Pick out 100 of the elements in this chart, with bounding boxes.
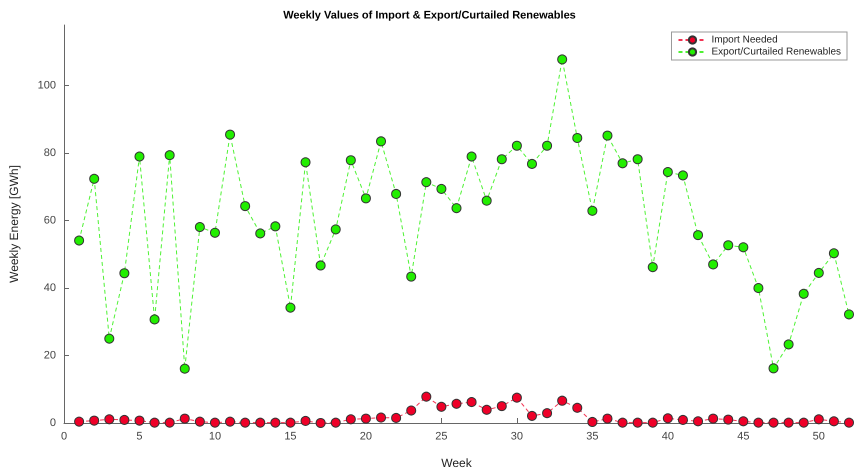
point bbox=[542, 140, 552, 151]
point bbox=[814, 268, 824, 278]
point bbox=[662, 167, 673, 178]
point bbox=[240, 201, 250, 212]
point bbox=[496, 154, 507, 164]
point bbox=[134, 152, 144, 162]
point bbox=[89, 416, 100, 426]
point bbox=[482, 404, 492, 415]
point bbox=[180, 364, 190, 374]
point bbox=[164, 150, 175, 160]
point bbox=[104, 334, 114, 344]
x-tick-label: 45 bbox=[737, 430, 750, 442]
x-axis-title: Week bbox=[441, 456, 473, 470]
point bbox=[618, 418, 628, 428]
point bbox=[723, 240, 734, 250]
y-tick-label: 0 bbox=[50, 417, 56, 429]
y-tick-label: 20 bbox=[44, 350, 56, 362]
point bbox=[587, 416, 598, 427]
point bbox=[784, 418, 794, 428]
point bbox=[452, 398, 462, 409]
point bbox=[150, 314, 160, 324]
point bbox=[784, 339, 794, 350]
point bbox=[753, 418, 764, 428]
point bbox=[210, 418, 220, 428]
x-tick-label: 50 bbox=[812, 430, 825, 442]
point bbox=[104, 414, 114, 424]
chart-title: Weekly Values of Import & Export/Curtailed Renewables bbox=[283, 10, 576, 22]
point bbox=[194, 416, 205, 427]
point bbox=[119, 268, 130, 278]
point bbox=[150, 418, 160, 428]
point bbox=[300, 157, 311, 168]
point bbox=[240, 418, 250, 428]
point bbox=[285, 302, 296, 313]
point bbox=[225, 416, 236, 427]
point bbox=[466, 152, 477, 162]
point bbox=[618, 158, 628, 168]
point bbox=[194, 222, 205, 232]
point bbox=[316, 418, 326, 428]
point bbox=[587, 206, 598, 216]
point bbox=[180, 414, 190, 424]
point bbox=[74, 416, 84, 427]
point bbox=[648, 418, 658, 428]
x-tick-label: 25 bbox=[435, 430, 448, 442]
point bbox=[496, 401, 507, 412]
point bbox=[391, 188, 402, 199]
point bbox=[134, 416, 144, 426]
x-tick-label: 5 bbox=[136, 430, 143, 442]
point bbox=[632, 418, 643, 428]
point bbox=[828, 248, 839, 258]
point bbox=[648, 262, 658, 272]
point bbox=[406, 406, 416, 416]
point bbox=[421, 392, 432, 402]
point bbox=[74, 236, 84, 246]
point bbox=[512, 140, 522, 151]
point bbox=[768, 363, 779, 374]
point bbox=[164, 418, 175, 428]
point bbox=[602, 414, 612, 424]
point bbox=[678, 170, 688, 180]
point bbox=[346, 155, 356, 166]
point bbox=[255, 418, 266, 428]
point bbox=[300, 416, 311, 426]
x-tick-label: 30 bbox=[510, 430, 524, 442]
point bbox=[798, 418, 809, 428]
point bbox=[708, 259, 718, 270]
point bbox=[844, 418, 854, 428]
point bbox=[512, 392, 522, 403]
point bbox=[557, 54, 568, 64]
x-tick-label: 20 bbox=[360, 430, 372, 442]
point bbox=[542, 408, 552, 418]
point bbox=[270, 418, 280, 428]
point bbox=[346, 414, 356, 424]
x-tick-label: 15 bbox=[284, 430, 297, 442]
point bbox=[738, 416, 748, 426]
point bbox=[693, 230, 704, 240]
x-tick-label: 0 bbox=[60, 430, 68, 442]
point bbox=[330, 418, 341, 428]
point bbox=[406, 272, 416, 282]
point bbox=[753, 283, 764, 294]
y-tick-label: 40 bbox=[44, 282, 56, 294]
point bbox=[662, 413, 673, 424]
point bbox=[360, 414, 371, 424]
point bbox=[572, 402, 582, 413]
y-tick-label: 100 bbox=[38, 80, 56, 92]
point bbox=[526, 158, 537, 169]
point bbox=[436, 184, 446, 194]
point bbox=[708, 414, 718, 424]
point bbox=[360, 193, 371, 204]
legend-label: Export/Curtailed Renewables bbox=[711, 46, 842, 58]
point bbox=[285, 418, 296, 428]
point bbox=[602, 130, 612, 141]
point bbox=[572, 132, 582, 143]
point bbox=[632, 154, 643, 164]
point bbox=[693, 416, 704, 426]
y-axis-title: Weekly Energy [GWh] bbox=[7, 165, 21, 283]
x-tick-label: 10 bbox=[208, 430, 222, 442]
point bbox=[436, 402, 446, 412]
point bbox=[89, 174, 100, 184]
point bbox=[738, 242, 748, 252]
point bbox=[844, 309, 854, 320]
point bbox=[391, 412, 402, 423]
